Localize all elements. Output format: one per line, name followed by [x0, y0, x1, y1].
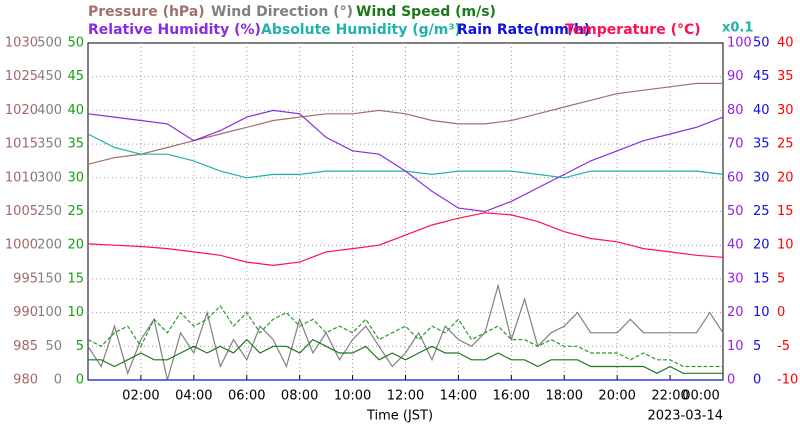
y-tick-label: 15: [67, 271, 84, 286]
x-tick-label: 04:00: [175, 389, 212, 404]
y-tick-label: 5: [753, 339, 761, 354]
y-tick-label: 500: [37, 36, 62, 51]
y-tick-label: 985: [13, 339, 38, 354]
y-tick-label: 10: [777, 238, 794, 253]
y-tick-label: 1015: [5, 137, 38, 152]
y-tick-label: 980: [13, 373, 38, 388]
date-label: 2023-03-14: [647, 409, 723, 424]
y-tick-label: 1020: [5, 103, 38, 118]
y-tick-label: 35: [777, 69, 794, 84]
x-tick-label: 10:00: [334, 389, 371, 404]
y-tick-label: 300: [37, 170, 62, 185]
scale-label: x0.1: [722, 21, 753, 36]
x-tick-label: 00:00: [682, 389, 719, 404]
y-tick-label: 25: [777, 137, 794, 152]
x-tick-label: 18:00: [546, 389, 583, 404]
y-tick-label: 70: [727, 137, 744, 152]
y-tick-label: 100: [727, 36, 752, 51]
x-tick-label: 16:00: [493, 389, 530, 404]
y-tick-label: 5: [777, 271, 785, 286]
y-tick-label: 50: [727, 204, 744, 219]
y-tick-label: 80: [727, 103, 744, 118]
legend-entry: Relative Humidity (%): [88, 22, 261, 38]
y-tick-label: 995: [13, 271, 38, 286]
y-tick-label: 30: [777, 103, 794, 118]
y-tick-label: 50: [753, 36, 770, 51]
y-tick-label: 5: [76, 339, 84, 354]
y-tick-label: -5: [777, 339, 790, 354]
y-tick-label: 45: [67, 69, 84, 84]
y-tick-label: 40: [727, 238, 744, 253]
y-tick-label: 10: [727, 339, 744, 354]
y-tick-label: 25: [753, 204, 770, 219]
y-tick-label: 10: [753, 305, 770, 320]
legend-entry: Wind Speed (m/s): [356, 4, 496, 20]
y-tick-label: 150: [37, 271, 62, 286]
y-tick-label: 30: [67, 170, 84, 185]
series-line: [87, 109, 724, 213]
y-tick-label: 990: [13, 305, 38, 320]
y-tick-label: 30: [753, 170, 770, 185]
y-tick-label: 1025: [5, 69, 38, 84]
y-tick-label: 20: [777, 170, 794, 185]
y-tick-label: 0: [777, 305, 785, 320]
y-tick-label: 30: [727, 271, 744, 286]
legend-entry: Wind Direction (°): [211, 4, 353, 20]
y-tick-label: 1010: [5, 170, 38, 185]
y-tick-label: 1030: [5, 36, 38, 51]
series-line: [88, 338, 723, 374]
x-tick-label: 20:00: [598, 389, 635, 404]
y-tick-label: 1000: [5, 238, 38, 253]
legend-entry: Rain Rate(mm/h): [457, 22, 590, 38]
legend-entry: Pressure (hPa): [88, 4, 205, 20]
y-tick-label: 1005: [5, 204, 38, 219]
y-tick-label: 0: [727, 373, 735, 388]
legend-entry: Temperature (°C): [565, 22, 701, 38]
y-tick-label: 35: [67, 137, 84, 152]
y-tick-label: 90: [727, 69, 744, 84]
y-tick-label: 40: [67, 103, 84, 118]
series-line: [87, 283, 724, 381]
legend-entry: Absolute Humidity (g/m³): [261, 22, 461, 38]
y-tick-label: 400: [37, 103, 62, 118]
y-tick-label: 0: [76, 373, 84, 388]
x-tick-label: 02:00: [122, 389, 159, 404]
y-tick-label: 45: [753, 69, 770, 84]
y-tick-label: 15: [753, 271, 770, 286]
y-tick-label: 60: [727, 170, 744, 185]
x-tick-label: 08:00: [281, 389, 318, 404]
y-tick-label: 50: [67, 36, 84, 51]
y-tick-label: 20: [727, 305, 744, 320]
y-tick-label: 250: [37, 204, 62, 219]
y-tick-label: 0: [54, 373, 62, 388]
x-tick-label: 14:00: [440, 389, 477, 404]
y-tick-label: 100: [37, 305, 62, 320]
y-tick-label: 0: [753, 373, 761, 388]
x-axis-title: Time (JST): [366, 409, 433, 424]
y-tick-label: 200: [37, 238, 62, 253]
x-tick-label: 06:00: [228, 389, 265, 404]
y-tick-label: 15: [777, 204, 794, 219]
y-tick-label: 350: [37, 137, 62, 152]
y-tick-label: 10: [67, 305, 84, 320]
series-line: [87, 304, 723, 368]
y-tick-label: -10: [777, 373, 798, 388]
x-tick-label: 12:00: [387, 389, 424, 404]
y-tick-label: 40: [777, 36, 794, 51]
y-tick-label: 20: [67, 238, 84, 253]
y-tick-label: 40: [753, 103, 770, 118]
x-tick-label: 22:00: [651, 389, 688, 404]
y-tick-label: 35: [753, 137, 770, 152]
y-tick-label: 450: [37, 69, 62, 84]
y-tick-label: 50: [45, 339, 62, 354]
y-tick-label: 20: [753, 238, 770, 253]
y-tick-label: 25: [67, 204, 84, 219]
series-line: [87, 212, 724, 267]
